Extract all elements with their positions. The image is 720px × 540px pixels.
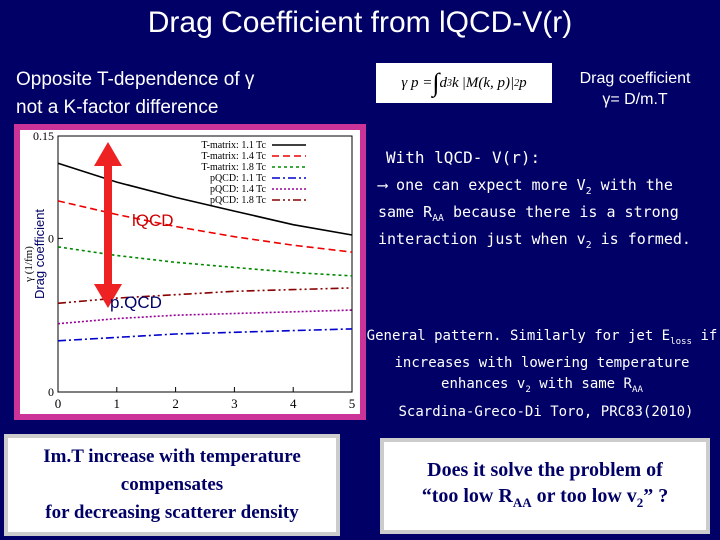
x-tick-label: 5: [349, 396, 356, 411]
y-tick-label: 0: [48, 231, 54, 245]
formula-measure: d: [439, 74, 448, 91]
arrow-down-head: [94, 284, 122, 308]
x-tick-label: 1: [114, 396, 121, 411]
imt-note-line3: for decreasing scatterer density: [45, 502, 299, 523]
subtitle-line1: Opposite T-dependence of: [16, 69, 245, 90]
question-line2: “too low RAA or too low v2” ?: [422, 483, 669, 516]
x-tick-label: 4: [290, 396, 297, 411]
subtitle: Opposite T-dependence of γ not a K-facto…: [16, 66, 254, 122]
question-text-b: or too low v: [531, 484, 637, 507]
arrow-icon: ⟶: [378, 176, 388, 194]
formula-lhs: γ p =: [401, 74, 433, 91]
y-axis-label: γ (1/fm): [23, 246, 35, 283]
general-text2: if increases with lowering temperature e…: [394, 328, 718, 392]
legend-label: pQCD: 1.4 Tc: [210, 184, 267, 195]
drag-definition-line2: γ= D/m.T: [602, 91, 668, 108]
lqcd-text2: with the same R: [378, 176, 673, 221]
general-text3: with same R: [530, 375, 632, 392]
drag-definition-line1: Drag coefficient: [579, 70, 691, 87]
legend-label: T-matrix: 1.8 Tc: [201, 162, 266, 173]
question-note: Does it solve the problem of “too low RA…: [384, 442, 706, 530]
lqcd-text3: because there is a strong interaction ju…: [378, 203, 679, 248]
formula-sup: 2: [514, 77, 520, 89]
x-tick-label: 2: [172, 396, 179, 411]
drag-definition: Drag coefficient γ= D/m.T: [560, 68, 710, 110]
general-sub3: AA: [631, 384, 643, 395]
question-text-c: ” ?: [643, 484, 669, 507]
general-pattern: General pattern. Similarly for jet Eloss…: [366, 326, 718, 401]
lqcd-sub1: 2: [585, 186, 592, 197]
legend-label: pQCD: 1.8 Tc: [210, 195, 267, 206]
series-line-1: [57, 162, 353, 236]
question-text-a: “too low R: [421, 484, 513, 507]
legend-label: T-matrix: 1.4 Tc: [201, 151, 266, 162]
imt-note: Im.T increase with temperature compensat…: [8, 438, 336, 532]
lqcd-sub3: 2: [585, 240, 592, 251]
y-tick-label: 0.15: [33, 130, 54, 143]
imt-note-box: Im.T increase with temperature compensat…: [4, 434, 340, 536]
question-line1: Does it solve the problem of: [427, 458, 663, 481]
lqcd-label: lQCD: [132, 211, 174, 230]
x-tick-label: 3: [231, 396, 238, 411]
page-title: Drag Coefficient from lQCD-V(r): [147, 6, 573, 39]
legend-label: pQCD: 1.1 Tc: [210, 173, 267, 184]
general-sub2: 2: [525, 384, 531, 395]
formula-measure-tail: k: [452, 74, 459, 91]
plot-axes-box: [57, 135, 353, 393]
lqcd-text4: is formed.: [591, 230, 691, 248]
integral-sign: ∫: [432, 68, 440, 97]
question-sub-2: 2: [636, 494, 644, 510]
imt-note-line1: Im.T increase with temperature: [43, 446, 301, 467]
x-tick-label: 0: [55, 396, 62, 411]
lqcd-heading: With lQCD- V(r):: [386, 148, 541, 167]
x-axis-label: p (GeV): [185, 412, 225, 414]
question-sub-aa: AA: [512, 494, 532, 510]
formula-body: |M(k, p)|: [461, 74, 515, 91]
lqcd-explanation: With lQCD- V(r): ⟶ one can expect more V…: [378, 148, 712, 256]
lqcd-text1: one can expect more V: [387, 176, 586, 194]
series-line-5: [57, 309, 353, 325]
lqcd-sub2: AA: [432, 213, 444, 224]
reference: Scardina-Greco-Di Toro, PRC83(2010): [398, 404, 694, 420]
drag-coefficient-axis-label: Drag coefficient: [32, 209, 47, 299]
gamma-symbol: γ: [244, 69, 255, 90]
general-sub1: loss: [670, 336, 693, 347]
formula-measure-sup: 3: [447, 77, 453, 89]
series-line-3: [57, 246, 353, 277]
y-tick-label: 0: [48, 385, 54, 399]
subtitle-line2: not a K-factor difference: [16, 97, 219, 118]
formula-rhs: p: [519, 74, 527, 91]
legend-label: T-matrix: 1.1 Tc: [201, 140, 266, 151]
question-box: Does it solve the problem of “too low RA…: [380, 438, 710, 534]
arrow-up-head: [94, 142, 122, 166]
pqcd-label: p.QCD: [110, 293, 162, 312]
general-text1: General pattern. Similarly for jet E: [366, 328, 671, 344]
lqcd-body: ⟶ one can expect more V2 with the same R…: [378, 175, 712, 256]
series-line-4: [57, 328, 353, 342]
imt-note-line2: compensates: [120, 474, 224, 495]
